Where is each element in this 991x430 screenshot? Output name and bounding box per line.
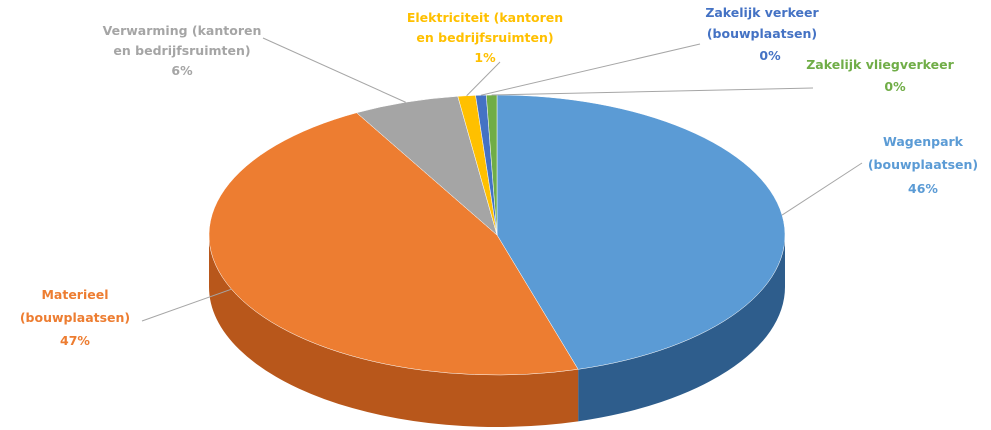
label-materieel-pct: 47%: [60, 333, 90, 348]
pie-side-walls: [209, 235, 785, 427]
label-zakelijk-verkeer: Zakelijk verkeer (bouwplaatsen) 0%: [705, 5, 819, 63]
label-elektriciteit: Elektriciteit (kantoren en bedrijfsruimt…: [407, 10, 563, 65]
label-materieel: Materieel (bouwplaatsen) 47%: [20, 287, 130, 348]
label-materieel-line1: Materieel: [41, 287, 108, 302]
label-elektriciteit-line1: Elektriciteit (kantoren: [407, 10, 563, 25]
slice-side-wagenpark-bouwplaatsen: [578, 235, 785, 422]
label-elektriciteit-line2: en bedrijfsruimten): [416, 30, 553, 45]
label-zakelijk-verkeer-line1: Zakelijk verkeer: [705, 5, 819, 20]
leader-line-elektriciteit-kantoren-en-bedrijfsruimten: [466, 61, 501, 97]
leader-line-materieel-bouwplaatsen: [141, 288, 232, 322]
label-wagenpark-line2: (bouwplaatsen): [868, 157, 978, 172]
label-verwarming-line1: Verwarming (kantoren: [103, 23, 262, 38]
label-vliegverkeer-line1: Zakelijk vliegverkeer: [806, 57, 954, 72]
label-wagenpark-pct: 46%: [908, 181, 938, 196]
label-vliegverkeer-pct: 0%: [884, 79, 906, 94]
leader-line-zakelijk-vliegverkeer: [491, 87, 814, 96]
slice-wagenpark-bouwplaatsen: [496, 94, 786, 370]
label-zakelijk-verkeer-pct: 0%: [759, 48, 781, 63]
label-wagenpark-line1: Wagenpark: [883, 134, 964, 149]
label-materieel-line2: (bouwplaatsen): [20, 310, 130, 325]
label-elektriciteit-pct: 1%: [474, 50, 496, 65]
label-verwarming: Verwarming (kantoren en bedrijfsruimten)…: [103, 23, 262, 78]
label-wagenpark: Wagenpark (bouwplaatsen) 46%: [868, 134, 978, 196]
label-verwarming-pct: 6%: [171, 63, 193, 78]
leader-line-wagenpark-bouwplaatsen: [781, 162, 863, 216]
label-vliegverkeer: Zakelijk vliegverkeer 0%: [806, 57, 954, 94]
label-zakelijk-verkeer-line2: (bouwplaatsen): [707, 26, 817, 41]
leader-line-verwarming-kantoren-en-bedrijfsruimten: [262, 37, 406, 103]
label-verwarming-line2: en bedrijfsruimten): [113, 43, 250, 58]
slice-side-materieel-bouwplaatsen: [209, 235, 579, 427]
pie-slices: [208, 94, 786, 376]
leader-lines: [141, 37, 863, 322]
leader-line-zakelijk-verkeer-bouwplaatsen: [480, 43, 701, 96]
